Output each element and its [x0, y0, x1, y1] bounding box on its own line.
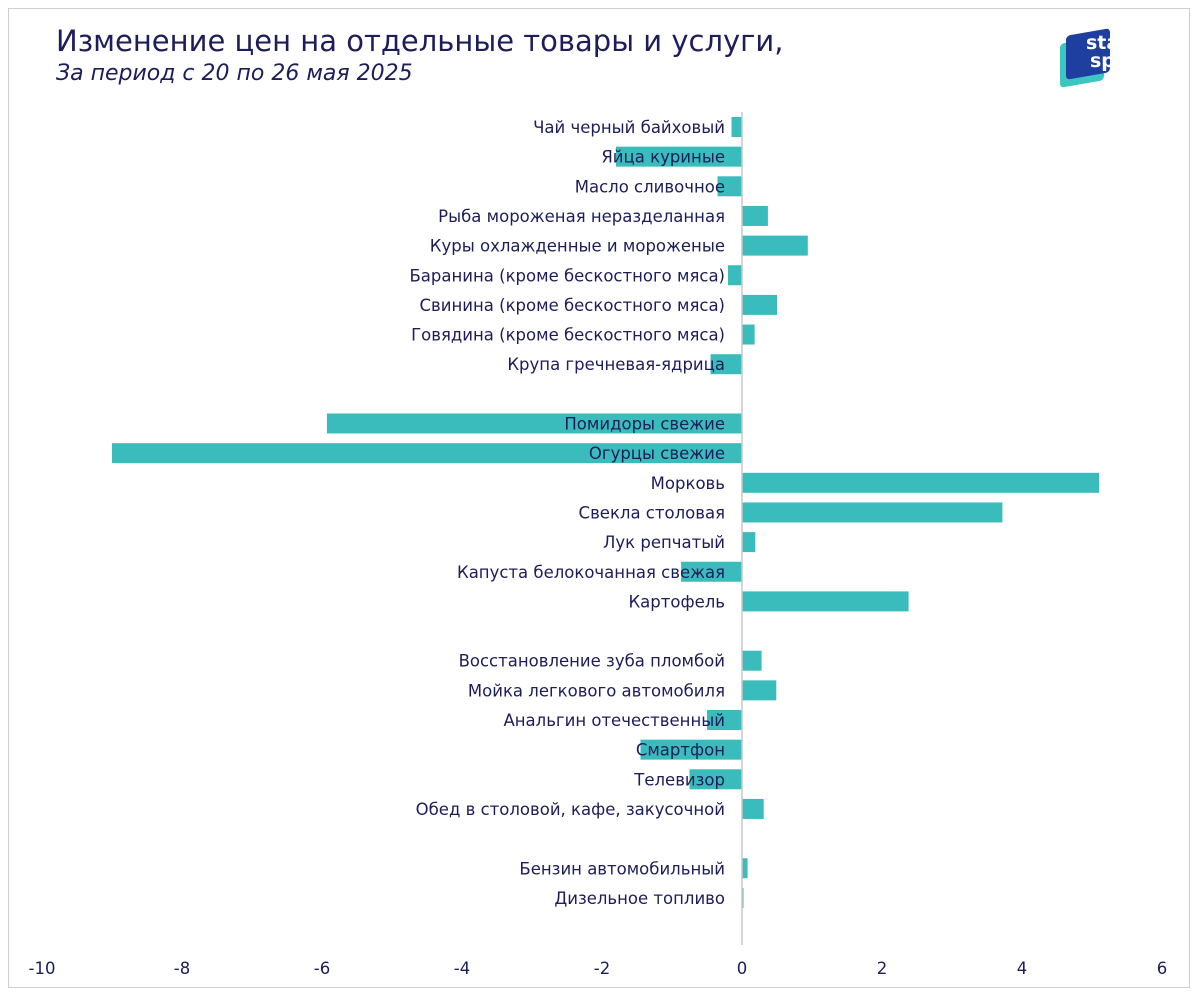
bars-group — [112, 117, 1099, 908]
bar — [742, 472, 1099, 493]
x-tick-label: -4 — [454, 959, 470, 978]
category-label: Масло сливочное — [575, 177, 725, 196]
category-label: Яйца куриные — [601, 148, 725, 167]
category-label: Морковь — [651, 474, 725, 493]
statspace-logo: stat space — [1058, 28, 1163, 90]
category-label: Баранина (кроме бескостного мяса) — [409, 266, 725, 285]
bar — [742, 502, 1003, 523]
category-label: Свекла столовая — [579, 503, 725, 522]
bar — [717, 176, 742, 197]
bar — [742, 650, 762, 671]
bar — [742, 858, 748, 879]
bar — [742, 591, 909, 612]
x-tick-label: 6 — [1157, 959, 1168, 978]
x-tick-label: -2 — [594, 959, 610, 978]
category-label: Анальгин отечественный — [503, 711, 725, 730]
category-label: Рыба мороженая неразделанная — [438, 207, 725, 226]
logo-line1: stat — [1086, 32, 1129, 54]
bar — [326, 413, 742, 434]
bar — [640, 739, 742, 760]
bar — [728, 265, 742, 286]
chart-frame — [8, 8, 1190, 988]
chart-title: Изменение цен на отдельные товары и услу… — [56, 24, 784, 58]
x-tick-label: -8 — [174, 959, 190, 978]
bar — [742, 235, 808, 256]
bar — [742, 680, 777, 701]
category-label: Куры охлажденные и мороженые — [430, 237, 725, 256]
chart-subtitle: За период с 20 по 26 мая 2025 — [56, 61, 413, 86]
category-label: Огурцы свежие — [589, 444, 725, 463]
bar — [742, 798, 764, 819]
bar — [742, 205, 768, 226]
bar — [731, 117, 742, 137]
category-label: Говядина (кроме бескостного мяса) — [411, 326, 725, 345]
category-label: Капуста белокочанная свежая — [457, 563, 725, 582]
category-label: Помидоры свежие — [564, 415, 725, 434]
bar — [742, 324, 755, 345]
bar — [112, 443, 742, 464]
category-label: Телевизор — [633, 770, 725, 789]
category-label: Смартфон — [636, 741, 725, 760]
category-label: Обед в столовой, кафе, закусочной — [416, 800, 725, 819]
category-label: Картофель — [628, 592, 725, 611]
logo-line2: space — [1090, 50, 1152, 72]
logo-text: stat space — [1086, 32, 1152, 72]
x-tick-label: 2 — [877, 959, 888, 978]
category-label: Мойка легкового автомобиля — [468, 681, 725, 700]
category-label: Дизельное топливо — [554, 889, 725, 908]
x-tick-label: -10 — [29, 959, 56, 978]
category-label: Крупа гречневая-ядрица — [507, 355, 725, 374]
category-labels-group: Чай черный байховый Яйца куриные Масло сли… — [409, 118, 725, 908]
category-label: Чай черный байховый — [533, 118, 725, 137]
tick-labels-group: -10 -8 -6 -4 -2 0 2 4 6 — [29, 959, 1168, 978]
x-tick-label: 0 — [737, 959, 748, 978]
x-tick-label: 4 — [1017, 959, 1028, 978]
bar — [742, 294, 777, 315]
category-label: Свинина (кроме бескостного мяса) — [420, 296, 725, 315]
x-tick-label: -6 — [314, 959, 330, 978]
bar — [689, 769, 742, 790]
bar — [616, 146, 742, 167]
bar — [742, 532, 756, 553]
category-label: Лук репчатый — [603, 533, 725, 552]
bar — [681, 561, 742, 582]
bar — [710, 354, 742, 375]
bar — [707, 710, 742, 730]
category-label: Восстановление зуба пломбой — [459, 652, 725, 671]
category-label: Бензин автомобильный — [519, 859, 725, 878]
